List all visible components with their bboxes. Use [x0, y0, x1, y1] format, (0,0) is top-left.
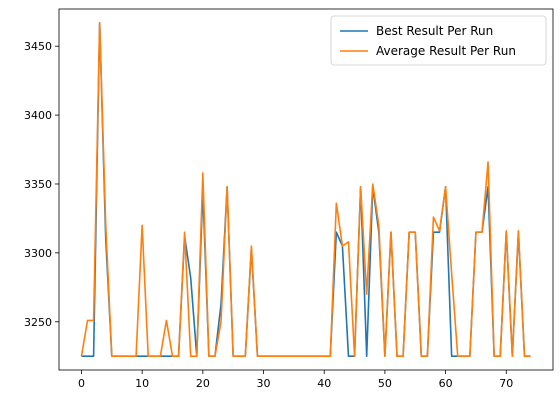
legend-label-best: Best Result Per Run: [376, 24, 493, 38]
x-tick-label: 20: [196, 377, 210, 390]
x-tick-label: 30: [257, 377, 271, 390]
y-tick-label: 3300: [24, 247, 52, 260]
y-tick-label: 3350: [24, 178, 52, 191]
x-tick-label: 40: [317, 377, 331, 390]
axes-frame: [58, 8, 554, 371]
y-tick-label: 3450: [24, 40, 52, 53]
legend-box: [330, 15, 547, 66]
y-tick-label: 3400: [24, 109, 52, 122]
x-tick-label: 50: [378, 377, 392, 390]
legend: Best Result Per Run Average Result Per R…: [330, 15, 547, 66]
plot-area: [58, 8, 554, 371]
x-tick-label: 60: [439, 377, 453, 390]
legend-label-average: Average Result Per Run: [376, 44, 516, 58]
x-tick-label: 70: [499, 377, 513, 390]
x-tick-label: 0: [78, 377, 85, 390]
series-line-average: [80, 21, 531, 358]
x-axis: 0 10 20 30 40 50 60 70: [78, 370, 513, 390]
y-axis: 3250 3300 3350 3400 3450: [24, 40, 59, 329]
y-tick-label: 3250: [24, 316, 52, 329]
x-tick-label: 10: [135, 377, 149, 390]
series-layer: [80, 21, 531, 358]
